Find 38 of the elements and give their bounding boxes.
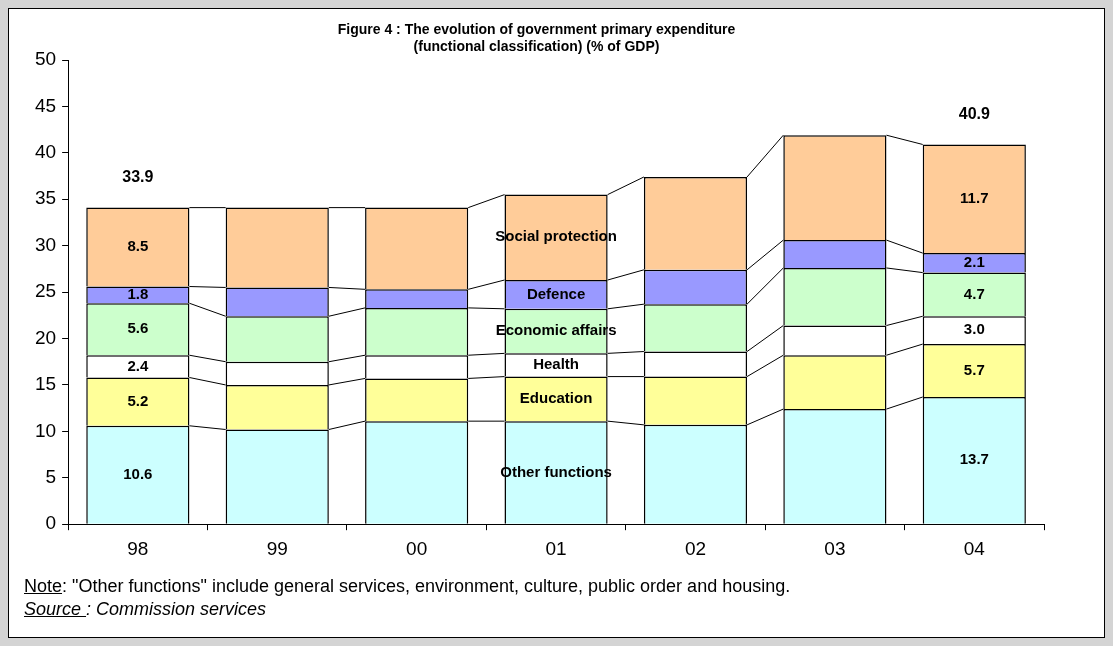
text: Note: "Other functions" include general services, environment, culture, public order and housing. bbox=[24, 575, 791, 598]
data-label: 13.7 bbox=[959, 450, 989, 468]
data-label: 4.7 bbox=[963, 284, 985, 302]
y-tick-label: 25 bbox=[34, 280, 57, 302]
data-label: 1.8 bbox=[127, 285, 149, 303]
y-tick-label: 0 bbox=[45, 512, 57, 534]
source-note: Source : Commission services bbox=[24, 598, 268, 621]
total-label: 40.9 bbox=[958, 104, 990, 122]
series-label: Education bbox=[519, 389, 593, 407]
data-label: 5.7 bbox=[963, 360, 985, 378]
x-tick-label: 00 bbox=[406, 537, 428, 559]
series-label: Defence bbox=[526, 284, 586, 302]
y-tick-label: 45 bbox=[34, 94, 57, 116]
data-label: 5.2 bbox=[127, 391, 149, 409]
chart-title: Figure 4 : The evolution of government primary expenditure (functional classification) (% of GDP) bbox=[337, 20, 736, 55]
y-tick-label: 5 bbox=[45, 466, 57, 488]
data-label: 5.6 bbox=[127, 319, 149, 337]
y-tick-label: 30 bbox=[34, 233, 57, 255]
y-tick-label: 35 bbox=[34, 187, 57, 209]
data-label: 10.6 bbox=[123, 464, 153, 482]
y-tick-label: 40 bbox=[34, 141, 57, 163]
data-label: 2.1 bbox=[963, 253, 985, 270]
x-tick-label: 02 bbox=[684, 537, 707, 559]
x-tick-label: 98 bbox=[127, 537, 149, 559]
total-label: 33.9 bbox=[122, 168, 154, 186]
x-tick-label: 04 bbox=[963, 537, 986, 559]
data-label: 2.4 bbox=[127, 356, 149, 374]
series-label: Health bbox=[533, 355, 579, 373]
x-tick-label: 99 bbox=[266, 537, 288, 559]
data-label: 11.7 bbox=[960, 188, 989, 206]
x-tick-label: 01 bbox=[545, 537, 567, 559]
y-tick-label: 50 bbox=[34, 48, 57, 70]
y-tick-label: 10 bbox=[34, 419, 57, 441]
y-tick-label: 20 bbox=[34, 326, 57, 348]
x-tick-label: 03 bbox=[824, 537, 846, 559]
data-label: 3.0 bbox=[963, 320, 985, 338]
data-label: 8.5 bbox=[127, 237, 149, 255]
y-tick-label: 15 bbox=[34, 373, 57, 395]
